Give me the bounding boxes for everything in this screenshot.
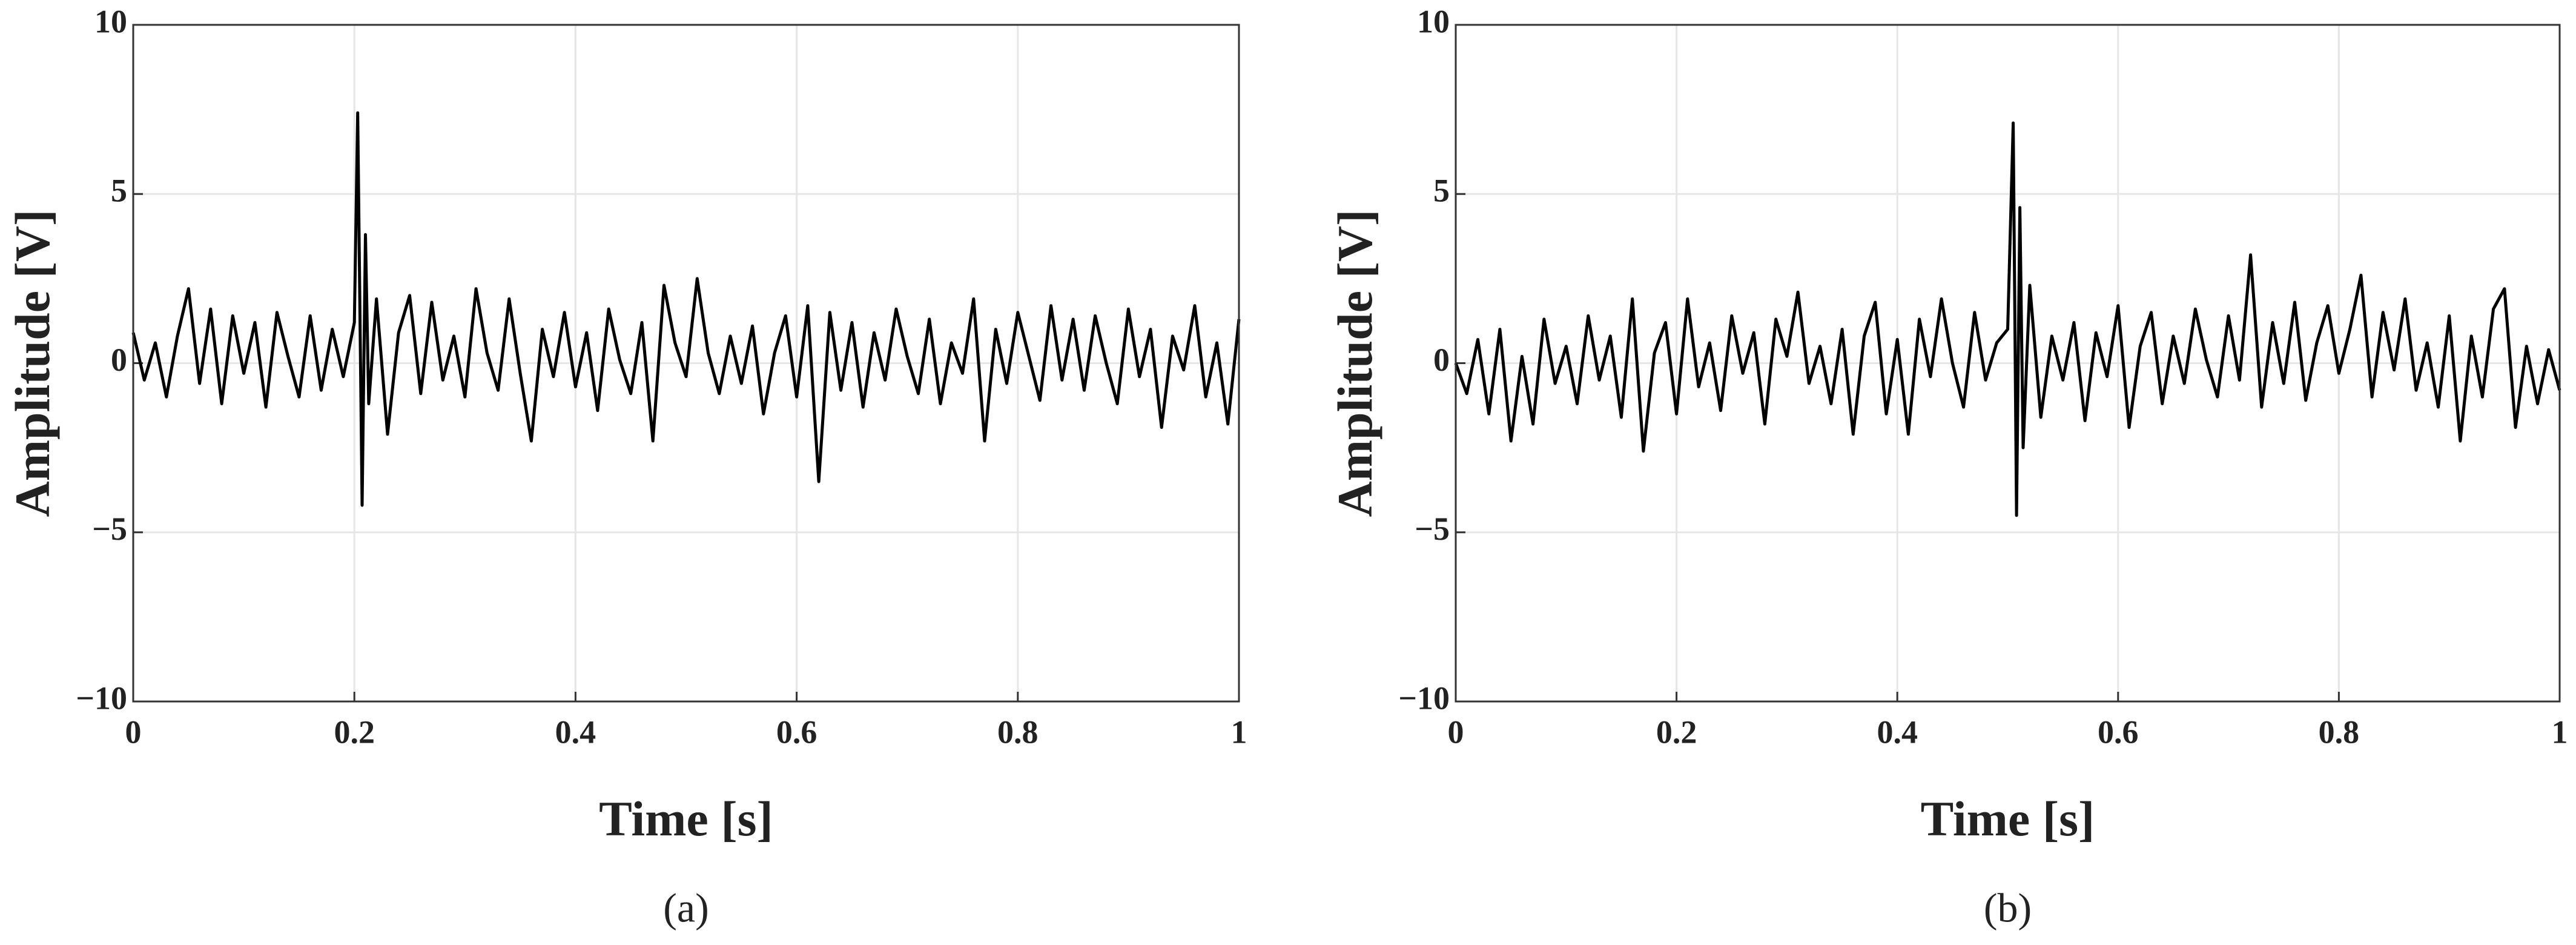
x-tick-label: 0.2 xyxy=(334,714,375,750)
signal-line xyxy=(1454,121,2561,517)
signal-line xyxy=(131,111,1241,507)
x-axis-label: Time [s] xyxy=(599,791,773,846)
y-tick-label: −5 xyxy=(1415,511,1450,547)
x-tick-label: 1 xyxy=(1231,714,1247,750)
x-tick-label: 0.4 xyxy=(555,714,596,750)
x-tick-label: 0.8 xyxy=(2319,714,2360,750)
y-tick-label: −10 xyxy=(1398,680,1450,716)
x-tick-label: 1 xyxy=(2552,714,2568,750)
y-tick-label: −10 xyxy=(76,680,127,716)
x-tick-label: 0.2 xyxy=(1656,714,1697,750)
caption: (b) xyxy=(1984,885,2032,931)
x-tick-label: 0 xyxy=(1448,714,1464,750)
x-axis-label: Time [s] xyxy=(1921,791,2095,846)
y-tick-label: 5 xyxy=(1433,173,1450,209)
x-tick-label: 0.4 xyxy=(1877,714,1918,750)
axes-box xyxy=(1455,24,2561,703)
y-axis-label: Amplitude [V] xyxy=(1327,210,1382,517)
y-tick-label: 0 xyxy=(1433,342,1450,378)
x-tick-label: 0.8 xyxy=(997,714,1039,750)
axes-box xyxy=(132,24,1240,703)
y-tick-label: 0 xyxy=(111,342,127,378)
y-tick-label: 10 xyxy=(94,3,127,39)
y-tick-label: 5 xyxy=(111,173,127,209)
y-axis-label: Amplitude [V] xyxy=(5,210,60,517)
x-tick-label: 0.6 xyxy=(776,714,817,750)
caption: (a) xyxy=(663,885,708,931)
x-tick-label: 0 xyxy=(125,714,142,750)
y-tick-label: −5 xyxy=(92,511,127,547)
y-tick-label: 10 xyxy=(1417,3,1450,39)
x-tick-label: 0.6 xyxy=(2098,714,2139,750)
